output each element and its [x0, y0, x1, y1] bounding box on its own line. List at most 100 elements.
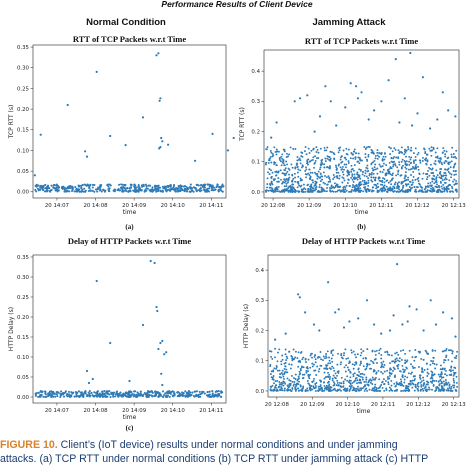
data-point	[333, 176, 336, 179]
data-point	[395, 351, 398, 354]
data-point	[376, 157, 379, 160]
data-point	[282, 158, 285, 161]
data-point	[403, 153, 406, 156]
data-point	[299, 361, 302, 364]
data-point	[412, 175, 415, 178]
data-point	[323, 163, 326, 166]
data-point	[47, 187, 50, 190]
data-point	[141, 395, 144, 398]
data-point	[441, 187, 444, 190]
data-point	[269, 149, 272, 152]
data-point	[87, 189, 90, 193]
data-point	[429, 299, 432, 302]
data-point	[173, 394, 176, 397]
data-point	[310, 183, 313, 186]
data-point	[396, 187, 398, 190]
data-point	[390, 157, 393, 160]
data-point	[283, 372, 286, 375]
data-point	[337, 308, 340, 311]
data-point	[348, 389, 351, 392]
data-point	[319, 166, 322, 169]
data-point	[437, 380, 440, 383]
figure-canvas: Performance Results of Client Device Nor…	[8, 0, 466, 432]
data-point	[354, 377, 357, 380]
data-point	[150, 189, 153, 192]
data-point	[158, 186, 162, 189]
data-point	[264, 163, 267, 166]
data-point	[385, 172, 388, 175]
data-point	[422, 156, 424, 159]
data-point	[400, 174, 403, 177]
data-point	[392, 314, 395, 317]
data-point	[137, 185, 140, 188]
data-point	[428, 388, 430, 391]
data-point	[207, 189, 210, 192]
data-point	[279, 169, 282, 172]
data-point	[327, 155, 330, 158]
data-point	[416, 178, 419, 181]
data-point	[313, 377, 315, 380]
data-point	[318, 329, 321, 332]
data-point	[134, 189, 137, 192]
data-point	[168, 395, 171, 398]
panel-sublabel: (b)	[357, 223, 366, 231]
data-point	[346, 366, 349, 369]
data-point	[285, 172, 288, 175]
data-point	[345, 147, 348, 150]
data-point	[383, 181, 386, 184]
data-point	[118, 189, 121, 192]
y-tick-label: 0.20	[17, 107, 30, 113]
data-point	[429, 163, 432, 166]
data-point	[317, 370, 320, 373]
data-point	[327, 389, 330, 392]
data-point	[325, 365, 328, 368]
data-point	[349, 376, 352, 379]
data-point	[37, 395, 40, 398]
data-point	[269, 388, 272, 391]
data-point	[270, 169, 272, 172]
data-point	[446, 387, 449, 390]
data-point	[398, 360, 401, 363]
x-tick-label: 20 12:11	[369, 203, 393, 209]
data-point	[267, 171, 269, 174]
data-point	[408, 349, 411, 352]
data-point	[124, 144, 127, 147]
data-point	[86, 395, 89, 398]
data-point	[298, 296, 301, 299]
data-point	[370, 359, 373, 362]
data-point	[65, 187, 68, 190]
data-point	[356, 353, 359, 356]
data-point	[439, 368, 442, 371]
data-point	[291, 166, 294, 169]
data-point	[450, 153, 453, 156]
data-point	[322, 181, 325, 184]
data-point	[455, 375, 458, 378]
y-tick-label: 0.00	[17, 190, 30, 196]
data-point	[46, 186, 49, 190]
data-point	[355, 361, 358, 364]
data-point	[358, 174, 361, 177]
data-point	[198, 390, 201, 393]
data-point	[434, 367, 437, 370]
data-point	[112, 395, 115, 398]
data-point	[172, 185, 175, 188]
data-point	[296, 162, 298, 165]
data-point	[373, 323, 376, 326]
data-point	[125, 391, 128, 394]
data-point	[147, 184, 150, 187]
x-tick-label: 20 12:12	[405, 203, 429, 209]
data-point	[336, 381, 339, 384]
data-point	[336, 186, 339, 189]
data-point	[443, 383, 446, 385]
data-point	[186, 394, 189, 397]
data-point	[269, 155, 272, 158]
data-point	[273, 382, 275, 385]
data-point	[330, 186, 333, 189]
data-point	[351, 381, 354, 384]
data-point	[269, 363, 272, 366]
data-point	[338, 381, 341, 384]
data-point	[452, 166, 455, 169]
data-point	[382, 168, 385, 171]
data-point	[283, 367, 286, 370]
data-point	[321, 390, 324, 392]
